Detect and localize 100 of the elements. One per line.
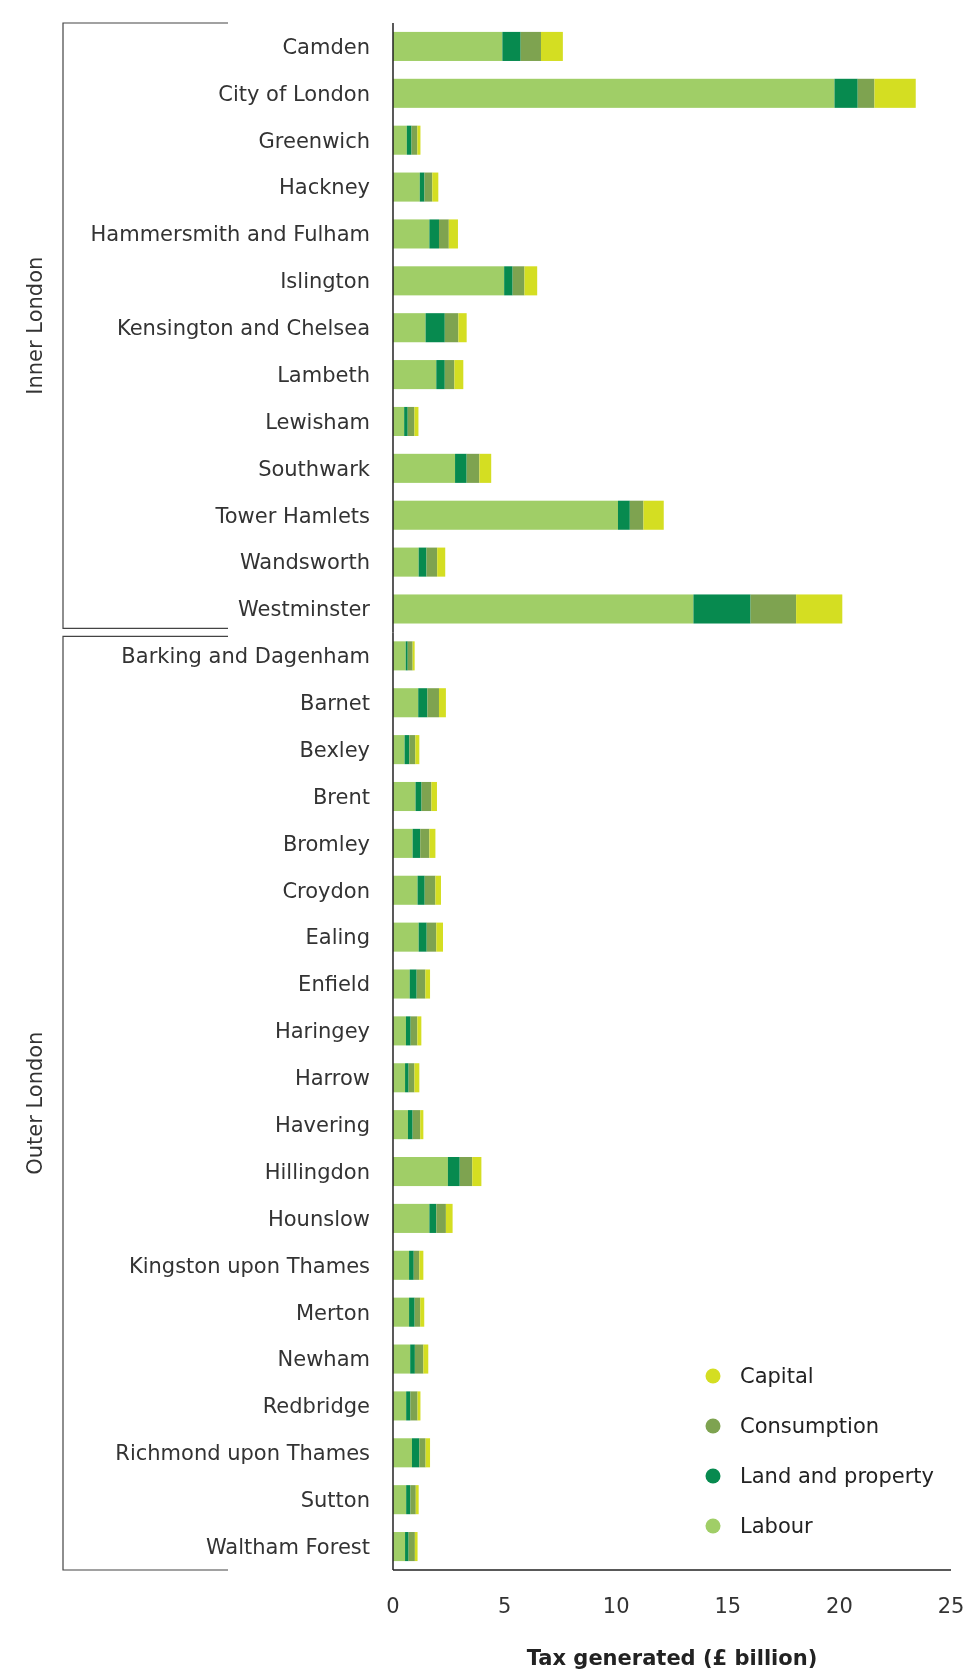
bar	[393, 969, 410, 999]
y-tick-label: Merton	[295, 1300, 370, 1325]
bar	[410, 1485, 416, 1515]
y-tick-label: Waltham Forest	[205, 1534, 370, 1559]
y-tick-label: Havering	[274, 1113, 370, 1137]
y-tick-label: Redbridge	[262, 1394, 370, 1419]
bar	[643, 500, 664, 530]
bar	[520, 31, 541, 61]
bar	[429, 828, 436, 858]
bar	[417, 875, 425, 905]
bar	[393, 1344, 411, 1374]
bar	[796, 594, 843, 624]
y-tick-label: Barking and Dagenham	[121, 644, 370, 669]
x-tick-label: 5	[497, 1594, 512, 1618]
bar	[834, 78, 858, 108]
bar	[420, 1110, 424, 1140]
y-tick-label: Enfield	[298, 972, 370, 997]
y-tick-label: Kingston upon Thames	[128, 1253, 370, 1278]
y-tick-label: Haringey	[274, 1019, 370, 1044]
bar	[436, 1203, 446, 1233]
bar	[393, 1110, 408, 1140]
bar	[405, 1063, 409, 1093]
y-tick-label: Barnet	[299, 691, 370, 716]
bar	[427, 688, 439, 718]
y-tick-label: Sutton	[300, 1488, 370, 1513]
bar	[425, 313, 445, 343]
x-tick-label: 10	[602, 1594, 630, 1618]
bar	[424, 172, 433, 202]
bar	[420, 828, 430, 858]
y-tick-label: Harrow	[294, 1066, 370, 1091]
bar	[540, 31, 563, 61]
bar	[418, 688, 428, 718]
bar	[393, 875, 418, 905]
y-axis-title: Inner London	[23, 256, 47, 395]
bar	[393, 641, 406, 671]
y-tick-label: Croydon	[282, 878, 370, 903]
bar	[415, 1485, 419, 1515]
bar	[455, 453, 467, 483]
y-tick-label: Tower Hamlets	[214, 503, 370, 528]
bar	[432, 172, 439, 202]
bar	[417, 1016, 422, 1046]
bar	[393, 219, 430, 249]
bar	[406, 1391, 411, 1421]
legend-label: Labour	[740, 1514, 814, 1539]
bar	[393, 31, 503, 61]
bar	[410, 1344, 415, 1374]
bar	[436, 360, 445, 390]
bar	[412, 1110, 421, 1140]
y-tick-label: Camden	[282, 34, 370, 59]
bar	[445, 1203, 453, 1233]
bar	[426, 547, 438, 577]
bar	[414, 406, 419, 436]
x-tick-label: 20	[826, 1594, 853, 1618]
bar	[409, 1297, 415, 1327]
bar	[393, 688, 419, 718]
bar	[414, 1297, 421, 1327]
y-tick-label: Bromley	[282, 831, 370, 856]
bar	[409, 1250, 414, 1280]
bar	[393, 1250, 410, 1280]
bar	[393, 922, 419, 952]
bar	[408, 1532, 415, 1562]
bar	[393, 266, 505, 296]
bar	[393, 1438, 412, 1468]
bar	[413, 1250, 420, 1280]
bar	[421, 781, 432, 812]
bar	[414, 1532, 418, 1562]
bar	[405, 641, 408, 671]
bar	[423, 1344, 429, 1374]
bar	[438, 688, 446, 718]
bar	[414, 1344, 424, 1374]
bar	[405, 1016, 411, 1046]
y-tick-label: Hillingdon	[264, 1159, 370, 1184]
bar	[409, 735, 416, 765]
bar	[407, 1110, 413, 1140]
bar	[617, 500, 630, 530]
x-axis-title: Tax generated (£ billion)	[526, 1646, 818, 1670]
bar	[393, 360, 437, 390]
legend-label: Land and property	[740, 1464, 934, 1489]
bar	[410, 1391, 418, 1421]
x-tick-label: 15	[714, 1594, 742, 1618]
bar	[393, 313, 426, 343]
y-tick-label: Bexley	[299, 737, 370, 762]
y-tick-label: Hackney	[278, 175, 370, 200]
bar	[415, 781, 422, 812]
y-tick-label: Richmond upon Thames	[115, 1441, 370, 1466]
bar	[502, 31, 521, 61]
bar	[429, 219, 439, 249]
bar	[393, 1016, 406, 1046]
bar	[857, 78, 875, 108]
bar	[393, 1391, 407, 1421]
y-tick-label: Lewisham	[265, 409, 370, 434]
bar	[448, 219, 458, 249]
bar	[406, 125, 412, 155]
bar	[393, 1532, 406, 1562]
y-tick-label: Hammersmith and Fulham	[90, 222, 370, 247]
bar	[424, 875, 436, 905]
y-tick-label: Ealing	[305, 925, 370, 950]
bar	[444, 360, 455, 390]
legend-label: Consumption	[740, 1414, 880, 1439]
bar	[393, 1485, 407, 1515]
